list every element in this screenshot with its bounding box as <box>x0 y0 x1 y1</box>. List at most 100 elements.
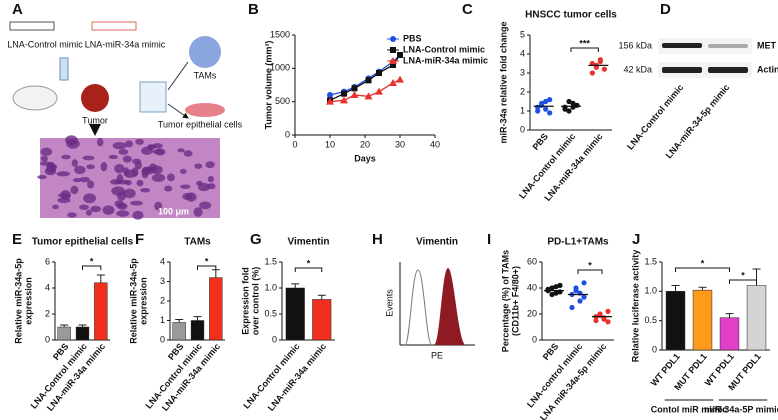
y-tick-label: 2 <box>160 295 165 305</box>
nucleus <box>140 187 151 193</box>
y-tick-label: 0 <box>532 334 537 344</box>
y-tick-label: 1 <box>160 315 165 325</box>
nucleus <box>199 201 212 210</box>
nucleus <box>148 163 158 174</box>
dot <box>581 294 587 300</box>
epithelial-cell <box>185 103 225 117</box>
panel-letter: D <box>660 1 671 18</box>
panel-title: HNSCC tumor cells <box>525 10 617 21</box>
dot <box>553 290 559 296</box>
nucleus <box>71 159 78 167</box>
band <box>708 44 748 48</box>
nucleus <box>123 169 137 178</box>
nucleus <box>67 212 77 218</box>
nucleus <box>136 179 144 187</box>
significance-label: * <box>90 256 94 266</box>
nucleus <box>56 171 71 177</box>
kda-label: 156 kDa <box>618 40 652 50</box>
oligo-icon <box>91 21 137 31</box>
panel-title: Tumor epithelial cells <box>32 237 134 248</box>
nucleus <box>123 188 136 199</box>
nucleus <box>194 163 203 169</box>
dot <box>569 304 575 311</box>
dot <box>539 100 545 106</box>
y-tick-label: 1.5 <box>264 256 277 266</box>
marker <box>397 52 403 58</box>
axis-label: Events <box>384 289 394 317</box>
dot <box>570 104 576 110</box>
group-label: miR-34a-5P mimic <box>704 404 778 414</box>
x-tick-label: 10 <box>325 139 335 149</box>
panel-letter: A <box>12 1 23 18</box>
marker <box>351 85 358 92</box>
band <box>662 67 702 73</box>
dot <box>543 106 549 112</box>
error-bar <box>78 324 87 327</box>
y-tick-label: 3 <box>520 67 525 77</box>
nucleus <box>37 175 47 180</box>
legend-label: LNA-miR-34a mimic <box>403 55 488 65</box>
bar <box>94 282 108 341</box>
nucleus <box>183 150 193 157</box>
error-bar <box>291 283 300 288</box>
y-tick-label: 2 <box>520 86 525 96</box>
significance-label: * <box>588 260 592 270</box>
nucleus <box>151 173 166 182</box>
y-tick-label: 1000 <box>270 63 290 73</box>
label: Tumor epithelial cells <box>158 119 243 129</box>
marker <box>326 97 334 105</box>
bar <box>172 322 186 341</box>
dot <box>581 280 587 286</box>
nucleus <box>114 163 125 174</box>
dot <box>547 97 553 103</box>
dot <box>549 291 555 298</box>
y-tick-label: 0 <box>285 129 290 139</box>
panel-title: PD-L1+TAMs <box>547 237 609 248</box>
significance-bracket <box>294 267 323 272</box>
histology-image <box>37 135 220 220</box>
dot <box>577 298 583 304</box>
arrow <box>167 61 188 118</box>
bar <box>692 289 713 351</box>
bar <box>57 326 71 341</box>
nucleus <box>79 204 89 210</box>
marker <box>365 77 372 84</box>
y-axis-label: over control (%) <box>250 267 260 336</box>
error-bar <box>725 313 734 318</box>
y-tick-label: 4 <box>160 256 165 266</box>
syringe <box>59 57 69 81</box>
significance-bracket <box>729 279 757 284</box>
significance-bracket <box>675 267 730 272</box>
significance-bracket <box>197 265 217 270</box>
error-bar <box>193 316 202 321</box>
bar <box>746 285 767 351</box>
marker <box>341 90 347 97</box>
nucleus <box>40 147 53 156</box>
error-bar <box>175 319 184 323</box>
nucleus <box>108 154 118 160</box>
nucleus <box>96 137 104 147</box>
label: Tumor <box>82 115 108 125</box>
scale-label: 100 μm <box>158 206 189 216</box>
significance-bracket <box>570 47 599 52</box>
x-tick-label: 0 <box>292 139 297 149</box>
flow-histogram: H Vimentin Events PE <box>372 231 475 360</box>
nucleus <box>112 142 127 150</box>
bar <box>209 277 223 341</box>
tube <box>139 81 167 113</box>
nucleus <box>102 205 115 215</box>
dot <box>553 284 559 290</box>
nucleus <box>74 165 86 175</box>
panel-letter: I <box>487 231 491 248</box>
marker <box>327 92 333 98</box>
error-bar <box>211 269 220 278</box>
marker <box>375 87 383 95</box>
blot-strip <box>658 62 752 78</box>
band <box>662 43 702 48</box>
line <box>329 54 401 101</box>
y-axis-label: Relative miR-34a-5p <box>128 258 138 344</box>
nucleus <box>205 161 215 169</box>
panel-letter: H <box>372 231 383 248</box>
significance-label: * <box>741 270 745 280</box>
legend-label: PBS <box>403 33 422 43</box>
